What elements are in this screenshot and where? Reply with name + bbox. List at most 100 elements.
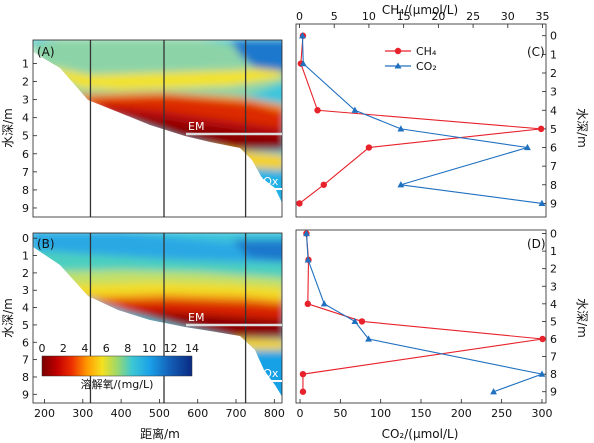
panel-b-xtick-label: 700: [226, 407, 247, 420]
panel-d-bottomtick-label: 0: [297, 407, 304, 420]
colorbar-tick-label: 0: [39, 342, 46, 355]
panel-d-series-0-point: [299, 370, 307, 378]
panel-d-bottomtick-label: 200: [451, 407, 472, 420]
panel-b-xtick-label: 600: [187, 407, 208, 420]
panel-d-ytick-label: 0: [550, 228, 557, 241]
panel-c-series: [296, 32, 546, 207]
panel-d-series-0-point: [358, 318, 366, 325]
panel-c-y-axis: 0 1 2 3 4 5 6 7 8 9: [542, 30, 557, 210]
panel-d-ytick-label: 9: [550, 386, 557, 399]
panel-d-series-1-point: [490, 388, 497, 395]
panel-a-y-axis: 1 2 3 4 5 6 7 8 9: [22, 57, 37, 215]
panel-d-series-1-point: [303, 229, 310, 237]
panel-d-bottomtick-label: 100: [370, 407, 391, 420]
panel-c-series-1-point: [538, 199, 546, 207]
panel-a-y-label: 水深/m: [1, 108, 15, 148]
panel-d-series-1-point: [304, 256, 312, 263]
panel-b-xtick-label: 500: [149, 407, 170, 420]
panel-c-toptick-label: 5: [331, 10, 338, 23]
panel-d-bottomtick-label: 250: [491, 407, 512, 420]
panel-d-ytick-label: 2: [550, 263, 557, 276]
panel-c-series-0-point: [314, 107, 321, 114]
panel-a-hox-label: HOx: [255, 175, 279, 188]
panel-c-y-label: 水深/m: [575, 108, 589, 148]
panel-d: 0 50 100 150 200 250 300 CO₂/(μmol/L) 0 1 2 3 4 5 6 7…: [295, 228, 589, 441]
panel-d-y-axis: 0 1 2 3 4 5 6 7 8 9: [542, 228, 557, 399]
panel-c-series-1-point: [299, 32, 306, 39]
panel-c-toptick-label: 10: [362, 10, 376, 23]
panel-c-series-1-point: [397, 181, 405, 188]
panel-b-heatmap: [33, 233, 282, 403]
panel-d-bottomtick-label: 50: [333, 407, 347, 420]
panel-c-ytick-label: 9: [550, 197, 557, 210]
panel-c-ytick-label: 6: [550, 142, 557, 155]
panel-b-hox-label: HOx: [255, 367, 279, 380]
panel-b-label: (B): [37, 237, 55, 251]
colorbar-tick-label: 8: [124, 342, 131, 355]
panel-a-ytick-label: 9: [22, 202, 29, 215]
panel-d-series-0-point: [299, 388, 307, 395]
panel-b-ytick-label: 5: [22, 319, 29, 332]
panel-c-toptick-label: 25: [466, 10, 480, 23]
panel-c-series-0-point: [537, 125, 545, 133]
panel-a-vertical-lines: [89, 40, 247, 217]
panel-c: 0 5 10 15 20 25 30 35 CH₄/(μmol/L) 0 1 2 3 4 5 6 7 8 9 水…: [295, 3, 589, 218]
panel-b-ytick-label: 6: [22, 336, 29, 349]
panel-b-ytick-label: 1: [22, 250, 29, 263]
panel-c-toptick-label: 30: [501, 10, 515, 23]
panel-a-ytick-label: 8: [22, 184, 29, 197]
panel-c-ytick-label: 5: [550, 123, 557, 136]
panel-b-ytick-label: 4: [22, 302, 29, 315]
panel-d-ytick-label: 5: [550, 315, 557, 328]
colorbar-tick-label: 2: [60, 342, 67, 355]
panel-c-toptick-label: 20: [431, 10, 445, 23]
panel-c-ytick-label: 2: [550, 67, 557, 80]
panel-b-ytick-label: 9: [22, 388, 29, 401]
panel-a: EM HOx (A) 1 2 3 4 5 6 7 8 9 水深/m: [1, 39, 283, 218]
colorbar-scale: [41, 355, 193, 377]
panel-b-xtick-label: 300: [72, 407, 93, 420]
panel-d-label: (D): [527, 237, 546, 251]
colorbar-label: 溶解氧/(mg/L): [81, 377, 154, 391]
panel-c-series-1-point: [397, 125, 405, 132]
panel-c-series-1-point: [524, 143, 531, 151]
panel-d-bottomtick-label: 150: [411, 407, 432, 420]
panel-d-y-label: 水深/m: [575, 298, 589, 338]
panel-a-ytick-label: 7: [22, 166, 29, 179]
colorbar-tick-label: 4: [81, 342, 88, 355]
panel-a-ytick-label: 3: [22, 94, 29, 107]
panel-b-ytick-label: 7: [22, 354, 29, 367]
panel-d-ytick-label: 7: [550, 351, 557, 364]
panel-c-ytick-label: 4: [550, 104, 557, 117]
legend-ch4-label: CH₄: [416, 45, 437, 58]
legend-co2-marker: [394, 62, 402, 69]
colorbar-tick-label: 6: [103, 342, 110, 355]
panel-c-top-label: CH₄/(μmol/L): [382, 3, 458, 17]
panel-c-series-1-point: [299, 60, 307, 67]
panel-b-x-axis: 200 300 400 500 600 700 800: [34, 399, 285, 420]
panel-c-series-0-point: [296, 200, 303, 207]
panel-d-series: [299, 229, 546, 395]
panel-d-bottomtick-label: 300: [531, 407, 552, 420]
panel-c-frame: [295, 23, 547, 218]
panel-b-xtick-label: 200: [34, 407, 55, 420]
panel-b-ytick-label: 3: [22, 284, 29, 297]
panel-a-heatmap: [33, 40, 282, 217]
panel-c-ytick-label: 7: [550, 160, 557, 173]
panel-c-ytick-label: 0: [550, 30, 557, 43]
panel-d-ytick-label: 4: [550, 298, 557, 311]
panel-b-y-label: 水深/m: [1, 298, 15, 338]
panel-a-ytick-label: 5: [22, 130, 29, 143]
panel-c-series-0-point: [320, 181, 327, 188]
colorbar-tick-label: 10: [142, 342, 156, 355]
panel-b-xtick-label: 800: [264, 407, 285, 420]
panel-a-ytick-label: 2: [22, 76, 29, 89]
panel-b-ytick-label: 8: [22, 371, 29, 384]
panel-b-x-label: 距离/m: [140, 426, 180, 441]
legend-ch4-marker: [394, 47, 402, 55]
panel-d-ytick-label: 1: [550, 245, 557, 258]
panel-d-ytick-label: 6: [550, 333, 557, 346]
panel-c-top-axis: 0 5 10 15 20 25 30 35: [296, 10, 550, 28]
panel-b-ytick-label: 0: [22, 232, 29, 245]
